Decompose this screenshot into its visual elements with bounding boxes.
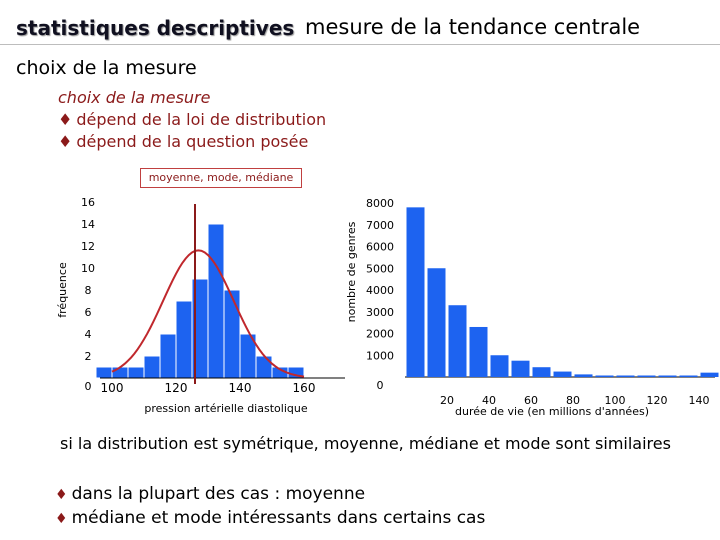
header-divider bbox=[0, 44, 720, 45]
symmetry-statement: si la distribution est symétrique, moyen… bbox=[60, 434, 671, 453]
x-tick-label: 100 bbox=[101, 381, 124, 395]
y-tick-label: 6 bbox=[85, 306, 92, 319]
block-title: choix de la mesure bbox=[58, 88, 211, 107]
y-tick-label: 0 bbox=[377, 379, 384, 392]
histogram-bar bbox=[111, 366, 129, 379]
histogram-bar bbox=[658, 375, 677, 377]
histogram-bar bbox=[700, 372, 719, 377]
histogram-bar bbox=[175, 300, 193, 379]
y-tick-label: 7000 bbox=[366, 219, 394, 232]
x-tick-label: 100 bbox=[605, 394, 626, 407]
diamond-bullet-icon: ♦ bbox=[58, 132, 73, 151]
diamond-bullet-icon: ♦ bbox=[58, 110, 73, 129]
section-subtitle: choix de la mesure bbox=[16, 57, 197, 79]
y-tick-label: 4 bbox=[85, 328, 92, 341]
diamond-bullet-icon: ♦ bbox=[55, 511, 68, 527]
x-axis-label: pression artérielle diastolique bbox=[144, 402, 307, 415]
y-tick-label: 2000 bbox=[366, 328, 394, 341]
y-tick-label: 4000 bbox=[366, 284, 394, 297]
histogram-bar bbox=[469, 326, 488, 377]
y-tick-label: 16 bbox=[81, 196, 95, 209]
bullet-text: dans la plupart des cas : moyenne bbox=[71, 484, 366, 504]
x-tick-label: 60 bbox=[524, 394, 538, 407]
x-tick-label: 160 bbox=[293, 381, 316, 395]
y-tick-label: 10 bbox=[81, 262, 95, 275]
histogram-bar bbox=[616, 375, 635, 377]
histogram-bar bbox=[574, 374, 593, 377]
histogram-bar bbox=[127, 366, 145, 379]
x-tick-label: 120 bbox=[647, 394, 668, 407]
y-axis-label: nombre de genres bbox=[345, 221, 358, 322]
conclusion-bullet: ♦ médiane et mode intéressants dans certa… bbox=[55, 508, 485, 528]
y-tick-label: 5000 bbox=[366, 262, 394, 275]
histogram-bar bbox=[448, 305, 467, 377]
histogram-bar bbox=[95, 366, 113, 379]
x-tick-label: 80 bbox=[566, 394, 580, 407]
x-tick-label: 140 bbox=[229, 381, 252, 395]
y-tick-label: 14 bbox=[81, 218, 95, 231]
criteria-bullet: ♦ dépend de la loi de distribution bbox=[58, 110, 326, 129]
histogram-bar bbox=[406, 207, 425, 377]
x-axis-label: durée de vie (en millions d'années) bbox=[455, 405, 649, 418]
histogram-bar bbox=[679, 375, 698, 377]
y-tick-label: 8000 bbox=[366, 197, 394, 210]
y-axis-label: fréquence bbox=[56, 262, 69, 318]
histogram-bar bbox=[490, 355, 509, 377]
title-sub: mesure de la tendance centrale bbox=[305, 15, 641, 39]
y-tick-label: 8 bbox=[85, 284, 92, 297]
normal-curve bbox=[111, 249, 305, 378]
histogram-bar bbox=[553, 371, 572, 377]
y-tick-label: 3000 bbox=[366, 306, 394, 319]
histogram-bar bbox=[511, 360, 530, 377]
measures-label: moyenne, mode, médiane bbox=[140, 168, 302, 188]
histogram-bar bbox=[143, 355, 161, 379]
histogram-bar bbox=[207, 223, 225, 379]
diamond-bullet-icon: ♦ bbox=[55, 487, 68, 503]
histogram-bar bbox=[427, 268, 446, 377]
histogram-bar bbox=[637, 375, 656, 377]
histogram-bar bbox=[223, 289, 241, 379]
x-tick-label: 120 bbox=[165, 381, 188, 395]
histogram-blood-pressure: 0 2 4 6 8 10 12 14 16 fréquence 100 120 140 160 pressi… bbox=[56, 196, 345, 415]
histogram-genus-lifespan: 0 1000 2000 3000 4000 5000 6000 7000 8000 nombre … bbox=[345, 197, 719, 418]
y-tick-label: 6000 bbox=[366, 241, 394, 254]
y-tick-label: 12 bbox=[81, 240, 95, 253]
y-tick-label: 0 bbox=[85, 380, 92, 393]
y-tick-label: 1000 bbox=[366, 349, 394, 362]
bullet-text: dépend de la question posée bbox=[76, 132, 309, 151]
histogram-bar bbox=[595, 375, 614, 377]
y-tick-label: 2 bbox=[85, 350, 92, 363]
histogram-bar bbox=[255, 355, 273, 379]
x-tick-label: 20 bbox=[440, 394, 454, 407]
conclusion-bullet: ♦ dans la plupart des cas : moyenne bbox=[55, 484, 365, 504]
criteria-bullet: ♦ dépend de la question posée bbox=[58, 132, 308, 151]
title-main: statistiques descriptives bbox=[16, 16, 295, 40]
x-tick-label: 140 bbox=[689, 394, 710, 407]
x-tick-label: 40 bbox=[482, 394, 496, 407]
histogram-bar bbox=[532, 367, 551, 377]
bullet-text: médiane et mode intéressants dans certai… bbox=[71, 508, 486, 528]
bullet-text: dépend de la loi de distribution bbox=[76, 110, 327, 129]
histogram-bar bbox=[159, 333, 177, 379]
